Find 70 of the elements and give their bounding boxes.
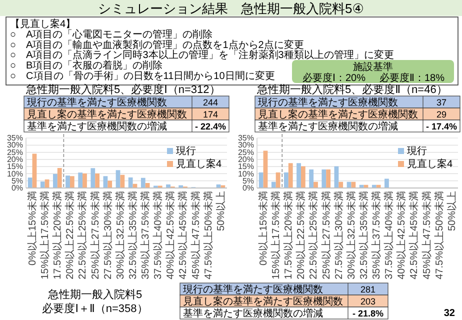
x-tick-label: 45%以上47.5%未満 [190,191,202,280]
legend-label: 現行 [176,146,196,157]
x-tick-label: 32.5%以上35%未満 [126,191,139,280]
text: ○ A項目の「輸血や血液製剤の管理」の点数を1点から2点に変更 [10,38,304,51]
x-tick-label: 40%以上42.5%未満 [396,191,408,280]
legend-label: 見直し案4 [407,158,453,170]
x-tick-label: 35%以上37.5%未満 [370,191,383,280]
x-tick-label: 17.5%以上20%未満 [52,191,64,280]
text: 【見直し案4】 [10,18,76,30]
x-tick-label: 0%以上15%未満 [26,191,38,266]
y-tick-label: 10% [238,169,254,178]
x-tick-label: 35%以上37.5%未満 [140,191,152,280]
x-tick-label: 40%以上42.5%未満 [164,191,177,280]
y-tick-label: 5% [242,176,254,186]
x-tick-label: 37.5%以上40%未満 [383,191,396,280]
x-tick-label: 32.5%以上35%未満 [358,191,370,280]
x-tick-label: 25%以上27.5%未満 [89,191,102,280]
y-tick-label: 15% [238,162,254,172]
y-tick-label: 30% [238,140,254,150]
x-tick-label: 27.5%以上30%未満 [332,191,345,280]
x-tick-label: 37.5%以上40%未満 [152,191,164,280]
y-tick-label: 0% [242,184,254,193]
x-tick-label: 17.5%以上20%未満 [282,191,295,280]
text: 必要度Ⅰ：20% [302,72,366,84]
x-tick-label: 47.5%以上50%未満 [202,191,214,280]
x-tick-label: 50%以上 [446,191,458,232]
text: ○ C項目の「骨の手術」の日数を11日間から10日間に変更 [10,70,275,82]
x-tick-label: 0%以上15%未満 [257,191,270,266]
x-tick-label: 15%以上17.5%未満 [39,191,52,280]
text: シミュレーション結果 急性期一般入院料5④ [98,1,364,16]
y-tick-label: 5% [11,176,23,186]
x-tick-label: 15%以上17.5%未満 [270,191,282,280]
x-tick-label: 27.5%以上30%未満 [102,191,114,280]
y-tick-label: 30% [6,140,23,150]
text: 必要度Ⅰ＋Ⅱ（n=358） [42,302,148,315]
y-tick-label: 0% [11,184,23,193]
legend-label: 見直し案4 [176,158,222,170]
y-tick-label: 35% [238,134,254,143]
x-tick-label: 42.5%以上45%未満 [408,191,420,280]
y-tick-label: 20% [6,154,23,164]
x-tick-label: 50%以上 [214,191,227,232]
legend-label: 現行 [407,146,427,157]
chart-title: 急性期一般入院料5、必要度Ⅰ（n=312） [25,83,220,96]
summary-table: 現行の基準を満たす医療機関数 37 見直し案の基準を満たす医療機関数 29 基準を満たす医療機関数の増減 - 17.4% [254,96,460,132]
text: 32 [444,308,456,319]
text: 必要度Ⅱ：18% [380,72,445,84]
x-tick-label: 47.5%以上50%未満 [433,191,446,280]
summary-table: 現行の基準を満たす医療機関数 281 見直し案の基準を満たす医療機関数 203 基準を満たす医療機関数の増減 - 21.8% [180,282,388,320]
summary-table: 現行の基準を満たす医療機関数 244 見直し案の基準を満たす医療機関数 174 基準を満たす医療機関数の増減 - 22.4% [24,96,230,132]
y-tick-label: 15% [6,162,23,172]
x-tick-label: 22.5%以上25%未満 [76,191,89,280]
text: 急性期一般入院料5 [46,288,142,301]
x-tick-label: 30%以上32.5%未満 [345,191,358,280]
x-tick-label: 30%以上32.5%未満 [114,191,126,280]
y-tick-label: 25% [238,148,254,157]
x-tick-label: 42.5%以上45%未満 [177,191,190,280]
text: ○ A項目の「点滴ライン同時3本以上の管理」を「注射薬剤3種類以上の管理」に変更 [10,49,394,62]
text: 施設基準 [353,61,393,73]
x-tick-label: 20%以上22.5%未満 [295,191,308,280]
y-tick-label: 35% [6,134,23,143]
x-tick-label: 25%以上27.5%未満 [320,191,332,280]
x-tick-label: 45%以上47.5%未満 [420,191,433,280]
text: ○ B項目の「衣服の着脱」の削除 [10,60,163,72]
y-tick-label: 10% [6,169,23,178]
y-tick-label: 20% [238,154,254,164]
x-tick-label: 20%以上22.5%未満 [64,191,76,280]
x-tick-label: 22.5%以上25%未満 [308,191,320,280]
text: ○ A項目の「心電図モニターの管理」の削除 [10,28,213,40]
y-tick-label: 25% [6,148,23,157]
chart-title: 急性期一般入院料5、必要度Ⅱ（n=46） [256,83,448,96]
